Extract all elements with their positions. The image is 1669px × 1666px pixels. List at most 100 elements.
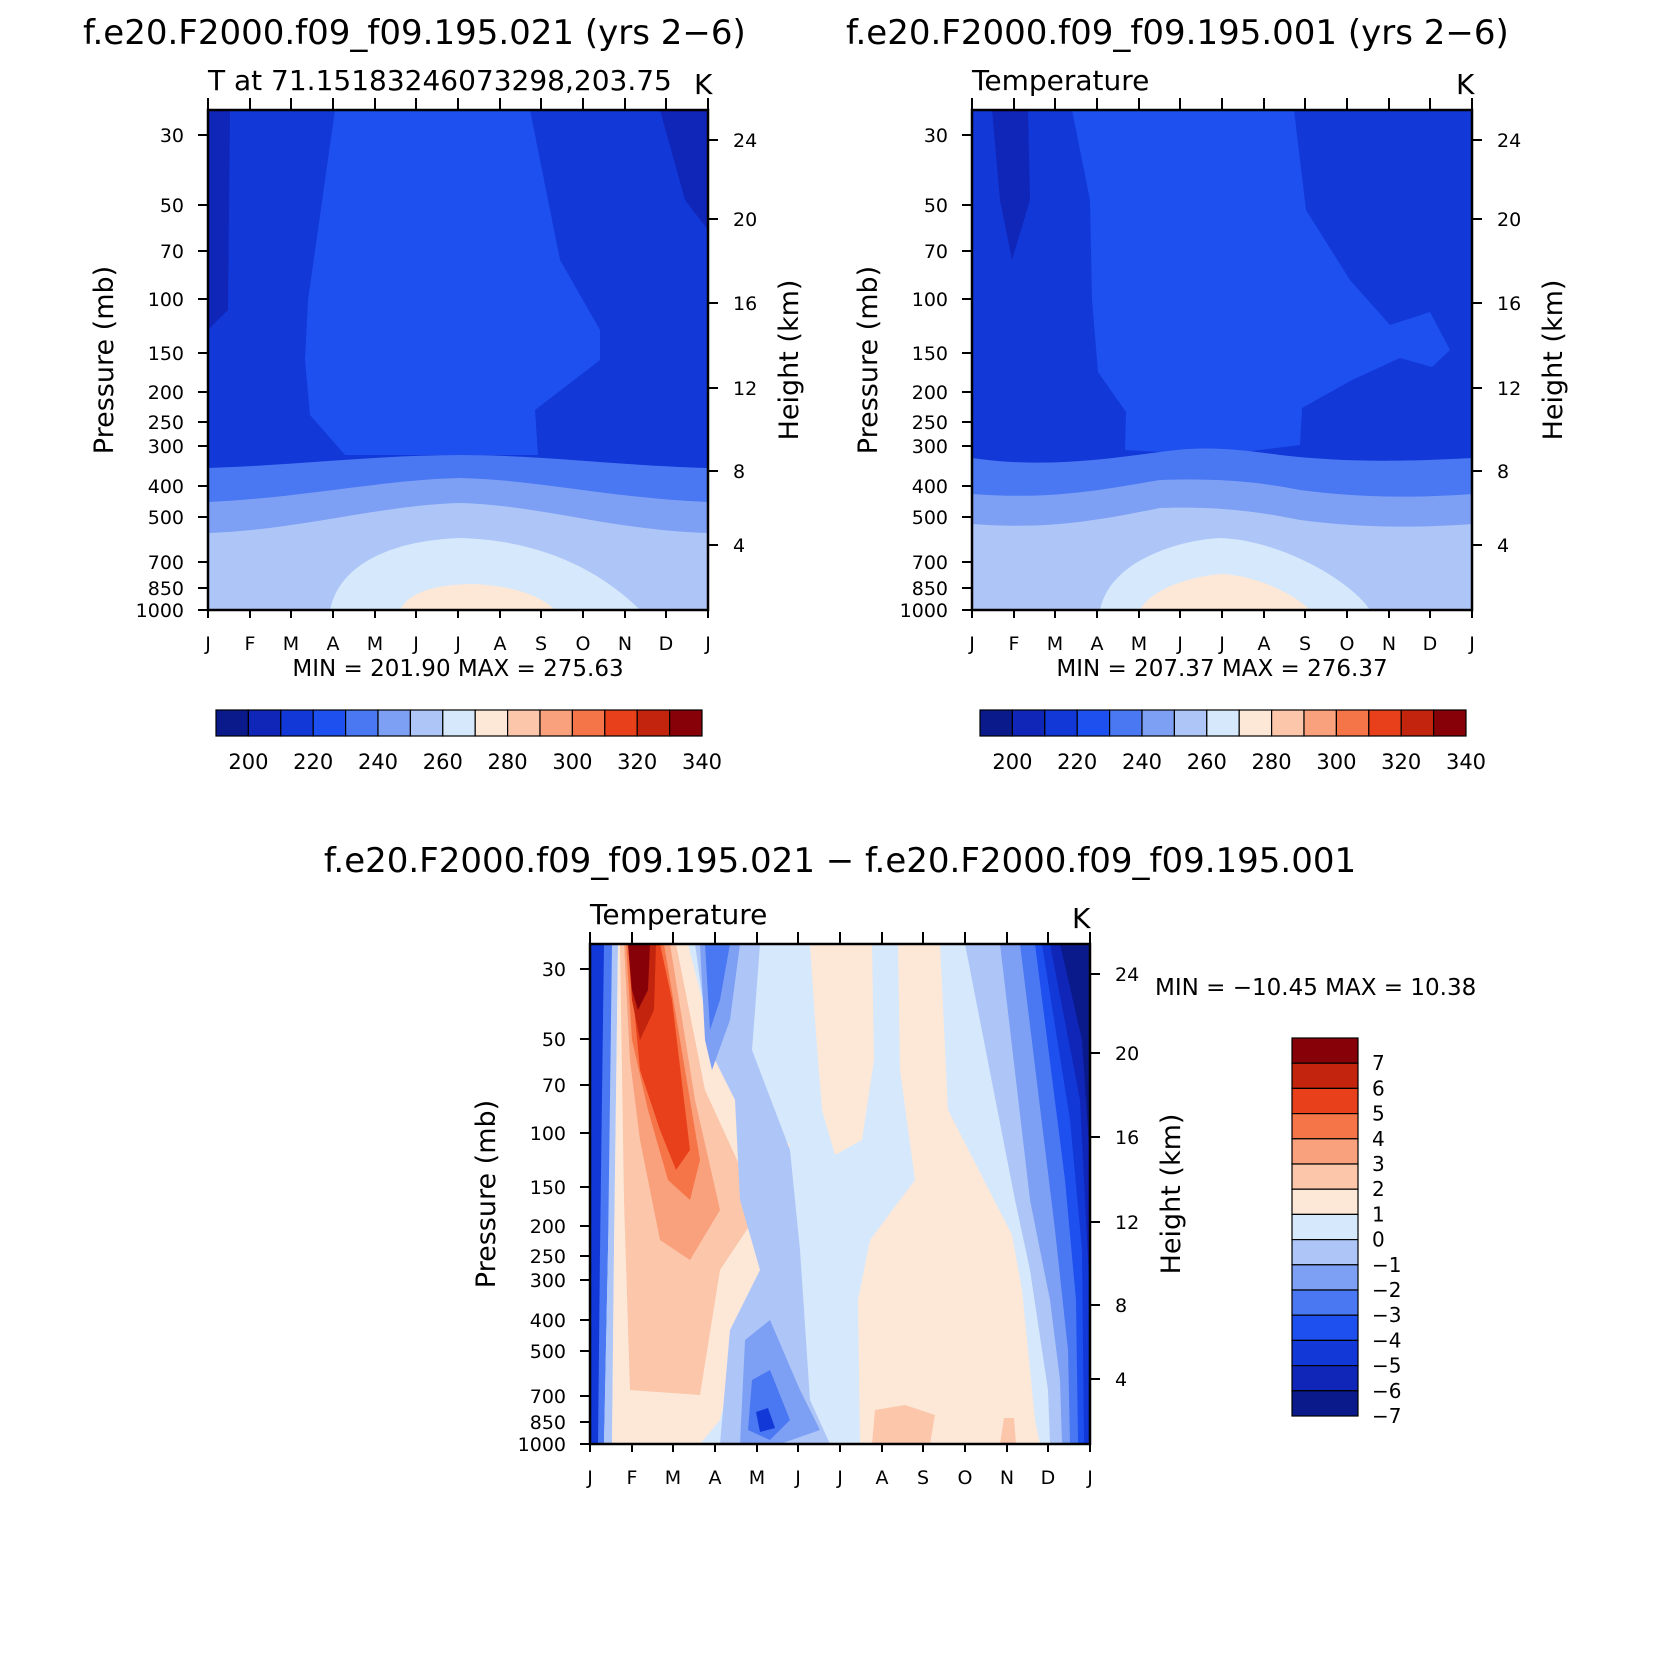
x-tick-label: J (1086, 1467, 1093, 1489)
colorbar-swatch (1303, 709, 1338, 737)
colorbar-swatch (1291, 1213, 1359, 1241)
colorbar-swatch (377, 709, 412, 737)
colorbar-swatch (345, 709, 379, 737)
colorbar-swatch (409, 709, 444, 737)
height-tick-label: 12 (1115, 1212, 1139, 1234)
panel-right-height-label: Height (km) (1538, 280, 1569, 441)
height-tick-label: 20 (1115, 1043, 1139, 1065)
x-tick-label: O (958, 1467, 973, 1489)
y-tick-label: 200 (912, 382, 948, 404)
x-tick-label: M (749, 1467, 765, 1489)
colorbar-swatch (1238, 709, 1273, 737)
field-region (1140, 574, 1310, 610)
colorbar-label: −5 (1372, 1354, 1401, 1378)
panel-difference-height-label: Height (km) (1156, 1114, 1187, 1275)
field-region (756, 1408, 775, 1432)
colorbar-swatch (1270, 709, 1305, 737)
colorbar-label: −3 (1372, 1303, 1401, 1327)
y-tick-label: 300 (912, 436, 948, 458)
colorbar-label: 200 (228, 750, 268, 774)
y-tick-label: 250 (148, 412, 184, 434)
x-tick-label: J (1468, 633, 1475, 655)
field-region (1050, 944, 1090, 1300)
field-region (695, 944, 830, 1444)
height-tick-label: 4 (733, 535, 745, 557)
colorbar-swatch (1044, 709, 1078, 737)
panel-right-field (972, 110, 1472, 610)
field-region (858, 944, 1040, 1444)
x-tick-label: J (794, 1467, 801, 1489)
colorbar-label: −6 (1372, 1379, 1401, 1403)
panel-left-subtitle: T at 71.15183246073298,203.75 (207, 64, 672, 97)
y-tick-label: 400 (912, 476, 948, 498)
colorbar-swatch (442, 709, 476, 737)
panel-right-units: K (1456, 68, 1475, 101)
panel-difference-units: K (1072, 902, 1091, 935)
height-tick-label: 8 (1497, 461, 1509, 483)
panel-difference-x-ticks: J F M A M J J A S O N D J (586, 932, 1093, 1489)
field-region (628, 944, 650, 1010)
y-tick-label: 50 (160, 195, 184, 217)
height-tick-label: 16 (1115, 1127, 1139, 1149)
y-tick-label: 70 (924, 241, 948, 263)
panel-left-y-ticks: 30 50 70 100 150 200 250 300 400 500 700… (136, 125, 208, 622)
colorbar-swatch (1291, 1238, 1359, 1266)
y-tick-label: 500 (148, 507, 184, 529)
y-tick-label: 700 (912, 552, 948, 574)
colorbar-label: 3 (1372, 1152, 1385, 1176)
colorbar-label: 320 (1381, 750, 1421, 774)
colorbar-label: 280 (488, 750, 528, 774)
colorbar-swatch (979, 709, 1014, 737)
panel-right-x-ticks: J F M A M J J A S O N D J (968, 98, 1475, 655)
x-tick-label: F (245, 633, 256, 655)
field-region (992, 110, 1030, 260)
x-tick-label: M (1131, 633, 1147, 655)
panel-right-colorbar: 200 220 240 260 280 300 320 340 (979, 709, 1486, 774)
x-tick-label: A (494, 633, 507, 655)
colorbar-swatch (1291, 1314, 1359, 1341)
x-tick-label: J (454, 633, 461, 655)
field-region (1000, 1418, 1016, 1444)
colorbar-swatch (247, 709, 282, 737)
colorbar-label: 7 (1372, 1051, 1385, 1075)
x-tick-label: A (709, 1467, 722, 1489)
y-tick-label: 700 (148, 552, 184, 574)
x-tick-label: A (1258, 633, 1271, 655)
height-tick-label: 16 (1497, 293, 1521, 315)
x-tick-label: J (412, 633, 419, 655)
colorbar-swatch (1291, 1289, 1359, 1316)
x-tick-label: J (204, 633, 211, 655)
x-tick-label: J (1176, 633, 1183, 655)
panel-right-ylabel: Pressure (mb) (853, 266, 884, 454)
panel-left-ylabel: Pressure (mb) (89, 266, 120, 454)
colorbar-label: 300 (552, 750, 592, 774)
panel-left-units: K (694, 68, 713, 101)
y-tick-label: 70 (542, 1075, 566, 1097)
colorbar-swatch (1291, 1062, 1359, 1089)
colorbar-swatch (312, 709, 347, 737)
field-region (305, 110, 600, 455)
height-tick-label: 24 (1497, 130, 1521, 152)
panel-left-stats: MIN = 201.90 MAX = 275.63 (292, 656, 623, 682)
y-tick-label: 200 (530, 1216, 566, 1238)
panel-right: f.e20.F2000.f09_f09.195.001 (yrs 2−6) Te… (846, 13, 1569, 774)
colorbar-label: 2 (1372, 1177, 1385, 1201)
colorbar-label: 4 (1372, 1127, 1385, 1151)
x-tick-label: S (1299, 633, 1311, 655)
colorbar-swatch (1291, 1138, 1359, 1165)
panel-right-subtitle: Temperature (971, 64, 1149, 97)
colorbar-swatch (604, 709, 638, 737)
field-region (400, 584, 555, 610)
colorbar-label: 1 (1372, 1202, 1385, 1226)
height-tick-label: 20 (1497, 209, 1521, 231)
colorbar-label: 240 (358, 750, 398, 774)
field-region (208, 110, 230, 330)
x-tick-label: J (836, 1467, 843, 1489)
colorbar-label: 260 (423, 750, 463, 774)
colorbar-label: 220 (1057, 750, 1097, 774)
height-tick-label: 16 (733, 293, 757, 315)
colorbar-swatch (1291, 1390, 1359, 1417)
panel-left-height-label: Height (km) (774, 280, 805, 441)
